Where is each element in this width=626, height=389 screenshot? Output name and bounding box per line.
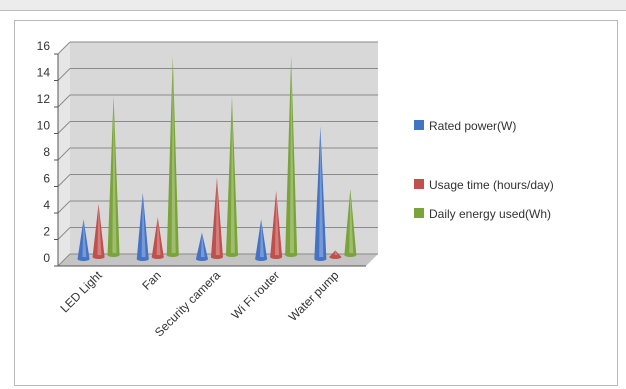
legend-label: Usage time (hours/day) [429, 178, 554, 192]
bar-led-light-series-2 [107, 96, 120, 257]
bar-cone [77, 219, 90, 259]
bar-fan-series-0 [136, 192, 149, 261]
gridline-side [57, 174, 71, 187]
gridline-side [57, 200, 71, 214]
legend-label: Daily energy used(Wh) [429, 207, 552, 221]
legend-item-daily-energy: Daily energy used(Wh) [414, 206, 619, 223]
bar-cone [225, 96, 238, 255]
bar-highlight [274, 190, 280, 257]
gridline-side [57, 94, 71, 108]
x-tick-label: Fan [139, 268, 164, 293]
legend-item-usage-time: Usage time (hours/day) [414, 177, 619, 194]
y-tick-label: 6 [43, 172, 50, 186]
y-tick-label: 16 [37, 39, 51, 53]
bar-highlight [259, 219, 265, 259]
bar-base [166, 253, 179, 257]
bar-wi-fi-router-series-0 [255, 219, 268, 261]
bar-base [77, 257, 90, 261]
x-tick-label: Water pump [286, 268, 342, 324]
bar-highlight [289, 56, 295, 255]
bar-base [314, 257, 327, 261]
y-tick-label: 8 [43, 145, 50, 159]
bar-base [270, 255, 283, 259]
gridline-side [57, 147, 71, 161]
bar-security-camera-series-0 [195, 232, 208, 261]
gridlines [57, 41, 378, 267]
bar-highlight [82, 219, 87, 259]
legend-item-rated-power: Rated power(W) [414, 118, 619, 135]
bar-cone [107, 96, 120, 255]
bar-base [195, 257, 208, 261]
bar-cone [136, 192, 149, 259]
x-tick-label: LED Light [58, 268, 106, 316]
bar-water-pump-series-2 [344, 188, 357, 257]
bar-security-camera-series-2 [225, 96, 238, 257]
y-tick-label: 4 [43, 198, 50, 212]
y-tick-label: 2 [43, 225, 50, 239]
y-tick-label: 0 [43, 251, 50, 265]
bar-base [225, 253, 238, 257]
gridline-side [57, 121, 71, 134]
gridline-side [57, 227, 71, 240]
y-tick-label: 14 [37, 66, 51, 80]
y-tick-labels: 0 2 4 6 8 10 12 14 16 [37, 39, 51, 265]
bar-base [136, 257, 149, 261]
bar-cone [270, 190, 283, 257]
bar-base [329, 255, 342, 259]
bars [77, 56, 357, 261]
legend-label: Rated power(W) [429, 119, 517, 133]
bar-cone [151, 217, 164, 257]
bar-cone [285, 56, 298, 255]
legend-swatch-usage-time [414, 179, 424, 189]
bar-highlight [319, 126, 324, 259]
y-tick-label: 10 [37, 119, 51, 133]
legend-swatch-rated-power [414, 120, 424, 130]
bar-base [344, 253, 357, 257]
bar-base [210, 255, 223, 259]
legend-swatch-daily-energy [414, 208, 424, 218]
bar-wi-fi-router-series-1 [270, 190, 283, 259]
bar-base [92, 255, 105, 259]
bar-base [285, 253, 298, 257]
bar-highlight [215, 177, 220, 257]
bar-cone [166, 56, 179, 255]
bar-wi-fi-router-series-2 [285, 56, 298, 257]
bar-led-light-series-1 [92, 204, 105, 259]
bar-cone [314, 126, 327, 259]
bar-highlight [230, 96, 235, 255]
gridline-side [57, 253, 71, 267]
bar-cone [344, 188, 357, 255]
bar-security-camera-series-1 [210, 177, 223, 259]
bar-highlight [112, 96, 117, 255]
bar-highlight [349, 188, 354, 255]
bar-fan-series-1 [151, 217, 164, 259]
gridline-side [57, 68, 71, 81]
y-tick-label: 12 [37, 92, 51, 106]
bar-led-light-series-0 [77, 219, 90, 261]
legend: Rated power(W) Usage time (hours/day) Da… [414, 118, 619, 223]
window-top-strip [0, 0, 626, 11]
bar-highlight [141, 192, 146, 259]
bar-fan-series-2 [166, 56, 179, 257]
bar-highlight [97, 204, 102, 257]
bar-highlight [171, 56, 176, 255]
bar-base [107, 253, 120, 257]
bar-water-pump-series-1 [329, 250, 342, 259]
bar-water-pump-series-0 [314, 126, 327, 261]
x-tick-label: Wi Fi router [229, 268, 283, 322]
bar-base [151, 255, 164, 259]
bar-base [255, 257, 268, 261]
bar-cone [255, 219, 268, 259]
bar-highlight [200, 232, 205, 259]
bar-highlight [156, 217, 161, 257]
axes [54, 53, 366, 267]
bar-cone [92, 204, 105, 257]
bar-cone [210, 177, 223, 257]
gridline-side [57, 41, 71, 55]
bar-cone [195, 232, 208, 259]
